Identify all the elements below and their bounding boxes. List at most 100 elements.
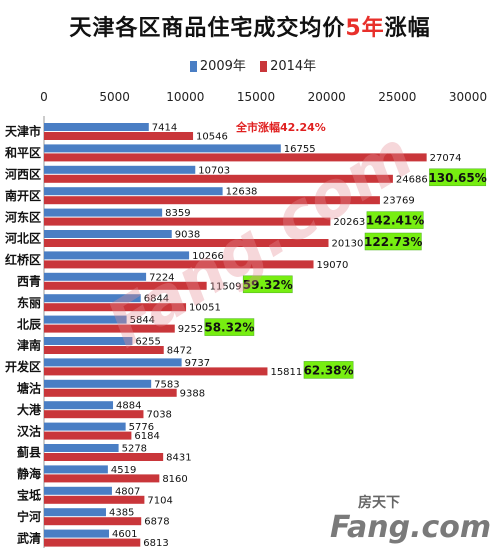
bar-2014 [44, 388, 177, 397]
data-label-2014: 6184 [134, 431, 159, 442]
category-label: 河西区 [4, 167, 41, 182]
bar-2014 [44, 410, 144, 419]
category-label: 大港 [17, 402, 42, 417]
data-label-2009: 9038 [175, 230, 200, 241]
bar-2014 [44, 431, 132, 440]
chart-legend: 2009年 2014年 [0, 55, 500, 74]
bar-2009 [44, 486, 112, 495]
bar-2014 [44, 196, 380, 205]
bar-2009 [44, 465, 108, 474]
bar-2014 [44, 239, 329, 247]
x-tick-label: 15000 [237, 90, 275, 104]
data-label-2014: 6813 [143, 538, 168, 549]
category-label: 红桥区 [5, 252, 41, 267]
category-label: 武清 [17, 530, 41, 545]
x-tick-label: 5000 [99, 90, 130, 104]
data-label-2009: 8359 [165, 208, 190, 219]
data-label-2009: 12638 [226, 187, 258, 198]
data-label-2014: 20130 [332, 239, 364, 250]
x-tick-label: 10000 [166, 90, 204, 104]
category-label: 南开区 [5, 188, 41, 203]
data-label-2009: 5278 [122, 444, 147, 455]
legend-swatch-2014 [260, 61, 268, 72]
data-label-2014: 6878 [144, 517, 169, 528]
data-label-2014: 23769 [383, 196, 415, 207]
data-label-2014: 10546 [196, 132, 228, 143]
x-tick-label: 20000 [308, 90, 346, 104]
bar-2009 [44, 187, 223, 196]
data-label-2014: 24686 [396, 174, 428, 185]
annotation-text: 62.38% [304, 363, 354, 377]
category-label: 汉沽 [17, 423, 41, 438]
annotation-badge [366, 211, 424, 229]
title-main: 天津各区商品住宅成交均价 [69, 16, 346, 41]
bar-2014 [44, 517, 142, 526]
data-label-2009: 6255 [135, 337, 160, 348]
data-label-2009: 4385 [109, 508, 134, 519]
data-label-2014: 7104 [147, 495, 172, 506]
bar-2009 [44, 165, 196, 174]
bar-2009 [44, 358, 182, 367]
data-label-2009: 10703 [198, 165, 230, 176]
annotation-badge [242, 275, 293, 294]
data-label-2009: 4807 [115, 486, 140, 497]
category-label: 塘沽 [17, 381, 41, 396]
bar-2009 [44, 272, 147, 281]
category-label: 津南 [17, 338, 41, 353]
bar-2014 [44, 132, 194, 140]
bar-2009 [44, 230, 172, 238]
data-label-2014: 15811 [270, 367, 302, 378]
annotation-text: 58.32% [204, 321, 254, 335]
data-label-2009: 7583 [154, 379, 179, 390]
legend-label-2009: 2009年 [199, 59, 246, 74]
bar-2014 [44, 260, 314, 269]
data-label-2009: 5776 [129, 422, 154, 433]
bar-2009 [44, 315, 127, 324]
data-label-2014: 8160 [162, 474, 187, 485]
bar-2014 [44, 303, 187, 312]
data-label-2014: 9252 [178, 324, 203, 335]
category-label: 静海 [17, 466, 41, 481]
bar-2009 [44, 508, 106, 517]
bar-2014 [44, 538, 141, 547]
bar-2009 [44, 444, 119, 452]
annotation-text: 122.73% [364, 235, 422, 249]
category-label: 宁河 [17, 509, 41, 524]
bar-2014 [44, 217, 331, 226]
bar-2014 [44, 474, 160, 483]
bar-2014 [44, 153, 427, 162]
annotation-badge [429, 168, 487, 187]
bar-2009 [44, 529, 110, 538]
bar-2009 [44, 379, 152, 388]
annotation-overall: 全市涨幅42.24% [235, 120, 326, 134]
category-label: 开发区 [5, 359, 41, 374]
data-label-2009: 7414 [152, 123, 177, 134]
x-tick-label: 0 [40, 90, 48, 104]
annotation-badge [364, 232, 422, 251]
annotation-badge [204, 318, 255, 336]
title-highlight: 5年 [345, 16, 385, 41]
data-label-2009: 9737 [185, 358, 210, 369]
bar-2014 [44, 174, 393, 183]
annotation-text: 59.32% [243, 278, 293, 292]
category-label: 河北区 [4, 231, 41, 246]
data-label-2009: 4519 [111, 465, 136, 476]
category-label: 和平区 [4, 145, 41, 160]
bar-2014 [44, 324, 175, 333]
bar-2014 [44, 346, 164, 354]
data-label-2014: 7038 [146, 410, 171, 421]
category-label: 西青 [17, 274, 41, 289]
category-label: 天津市 [5, 124, 41, 139]
category-label: 蓟县 [16, 445, 41, 460]
data-label-2009: 10266 [192, 251, 224, 262]
annotation-badge [303, 361, 354, 379]
bar-2009 [44, 422, 126, 431]
bar-2009 [44, 337, 133, 345]
title-tail: 涨幅 [384, 16, 431, 41]
data-label-2009: 4884 [116, 401, 141, 412]
annotation-text: 130.65% [428, 171, 486, 185]
data-label-2009: 5844 [130, 315, 155, 326]
legend-label-2014: 2014年 [270, 59, 317, 74]
data-label-2009: 16755 [284, 144, 316, 155]
